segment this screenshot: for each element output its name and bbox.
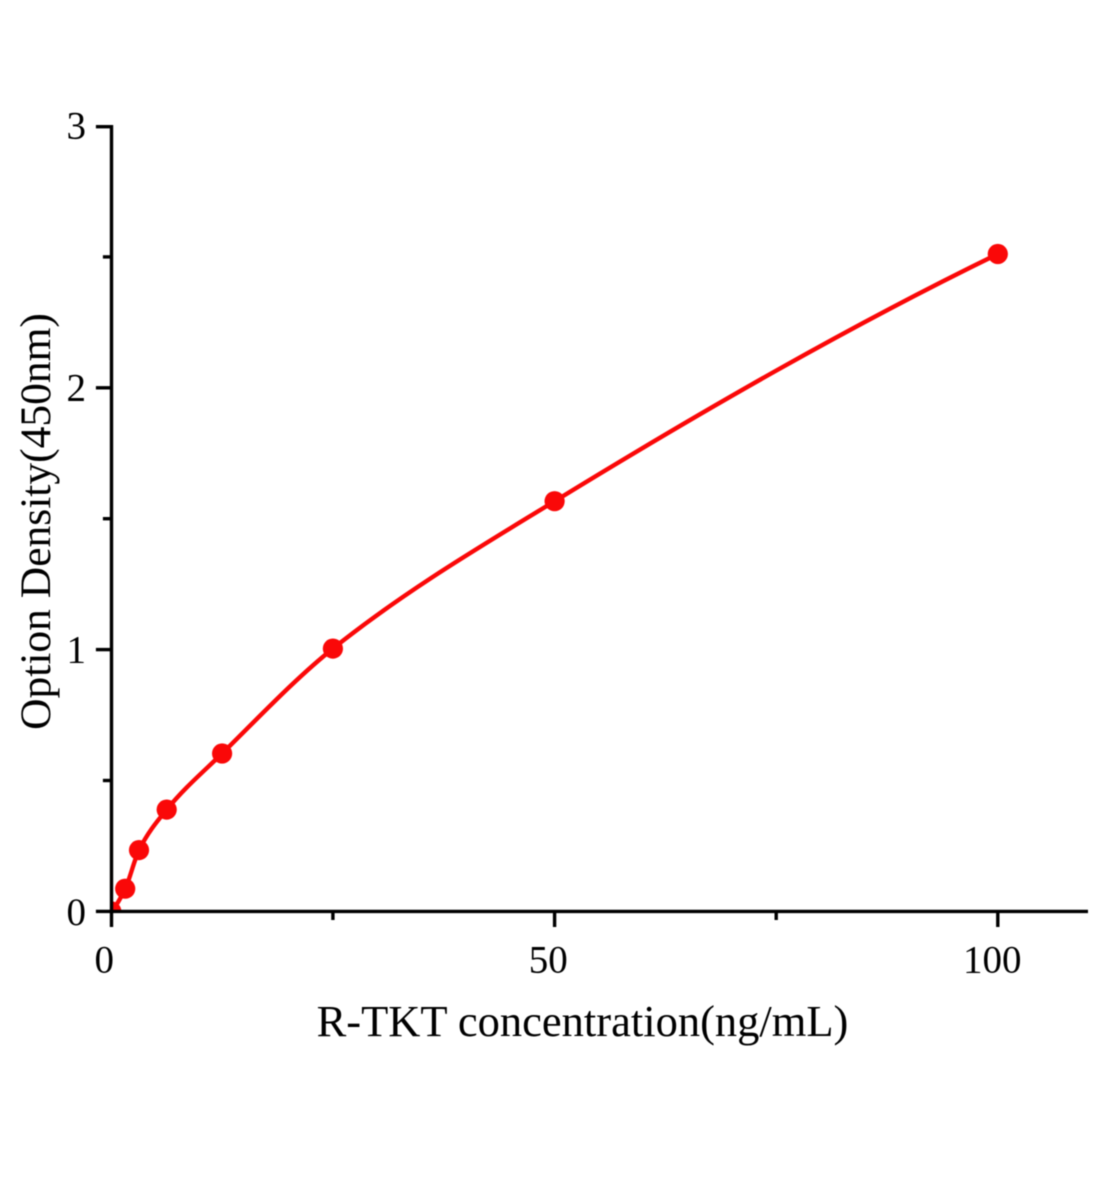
- svg-text:50: 50: [529, 939, 568, 982]
- svg-text:R-TKT concentration(ng/mL): R-TKT concentration(ng/mL): [317, 996, 849, 1046]
- svg-text:100: 100: [963, 939, 1022, 982]
- svg-text:1: 1: [67, 629, 87, 672]
- svg-text:0: 0: [67, 891, 87, 934]
- svg-text:Option Density(450nm): Option Density(450nm): [12, 313, 60, 730]
- svg-text:0: 0: [94, 939, 114, 982]
- svg-text:2: 2: [67, 367, 87, 410]
- svg-text:3: 3: [67, 105, 87, 148]
